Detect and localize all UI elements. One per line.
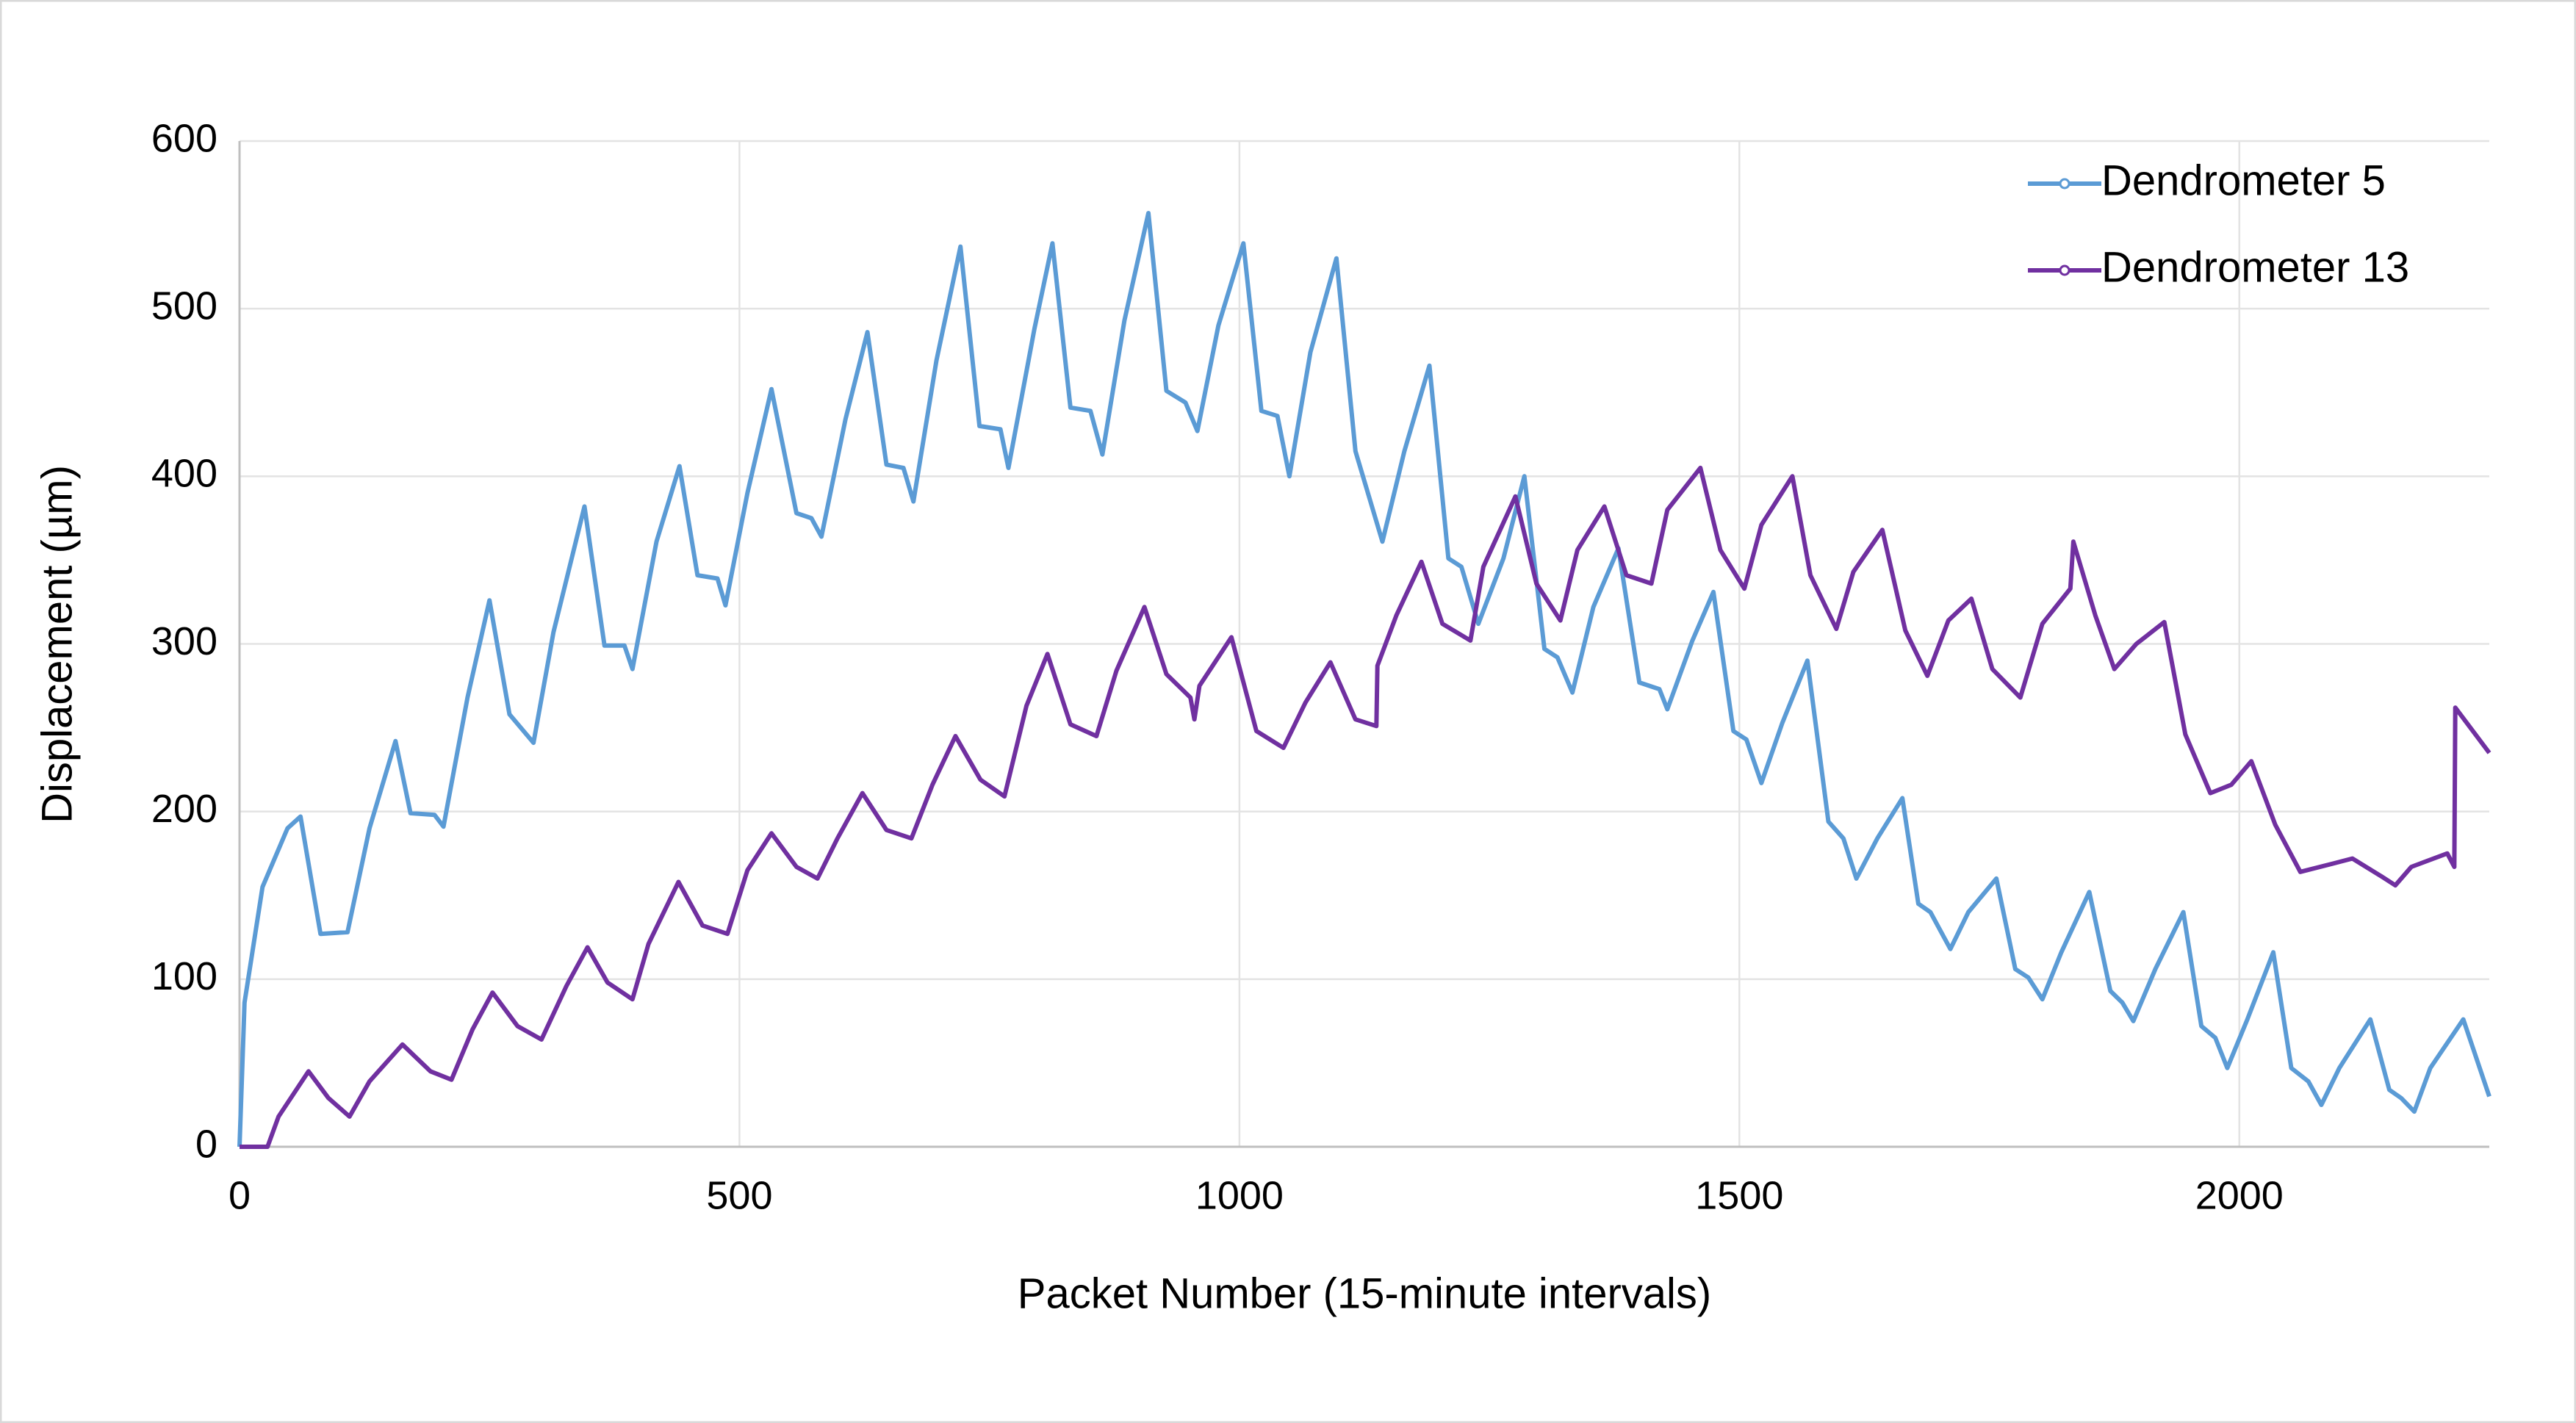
- legend-marker: [2059, 264, 2070, 276]
- y-tick-label: 400: [151, 452, 217, 496]
- x-tick-label: 0: [229, 1173, 251, 1217]
- x-axis-title: Packet Number (15-minute intervals): [1018, 1269, 1711, 1317]
- legend-label: Dendrometer 13: [2101, 243, 2409, 291]
- x-tick-label: 1000: [1195, 1173, 1284, 1217]
- y-tick-label: 0: [195, 1122, 217, 1166]
- legend-label: Dendrometer 5: [2101, 156, 2386, 204]
- series-line: [237, 211, 2492, 1148]
- x-tick-label: 500: [706, 1173, 772, 1217]
- x-tick-label: 2000: [2195, 1173, 2284, 1217]
- y-tick-label: 500: [151, 284, 217, 328]
- y-axis-title: Displacement (µm): [33, 465, 81, 824]
- y-tick-label: 600: [151, 116, 217, 160]
- legend-marker: [2059, 178, 2070, 190]
- y-tick-label: 100: [151, 954, 217, 998]
- y-tick-label: 300: [151, 619, 217, 663]
- x-tick-label: 1500: [1695, 1173, 1783, 1217]
- y-tick-label: 200: [151, 787, 217, 831]
- series-line: [240, 465, 2492, 1149]
